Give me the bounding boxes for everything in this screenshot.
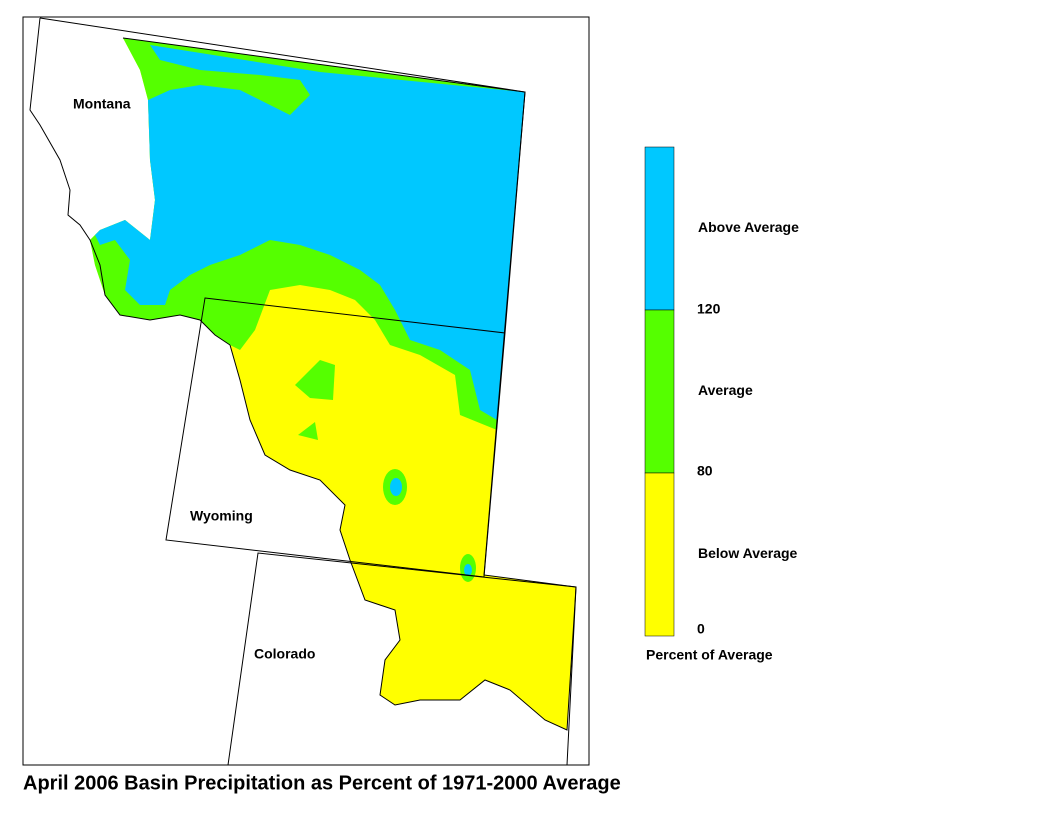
legend-swatch (644, 309, 675, 474)
average-area (298, 422, 318, 440)
legend-swatch (644, 472, 675, 637)
legend-label: Above Average (698, 219, 799, 235)
state-label: Wyoming (190, 508, 253, 524)
montana-boundary (29, 17, 231, 346)
basin-boundary (122, 37, 577, 731)
state-label: Montana (73, 96, 131, 112)
basin-layer (90, 38, 576, 730)
state-boundaries (29, 17, 577, 766)
legend-label: Average (698, 382, 753, 398)
legend-tick-label: 120 (697, 301, 721, 317)
above-average-area (390, 478, 402, 496)
legend-tick-label: 0 (697, 621, 705, 637)
average-area (295, 360, 335, 400)
legend-tick-label: 80 (697, 463, 713, 479)
legend-caption: Percent of Average (646, 647, 773, 663)
above-average-area (464, 564, 472, 576)
legend-label: Below Average (698, 545, 798, 561)
legend: Above Average Average Below Average 120 80 0 P… (644, 146, 799, 663)
map-title: April 2006 Basin Precipitation as Percen… (23, 772, 621, 794)
colorado-boundary (227, 552, 577, 766)
legend-swatch (644, 146, 675, 311)
state-label: Colorado (254, 646, 315, 662)
above-average-area (95, 45, 525, 420)
